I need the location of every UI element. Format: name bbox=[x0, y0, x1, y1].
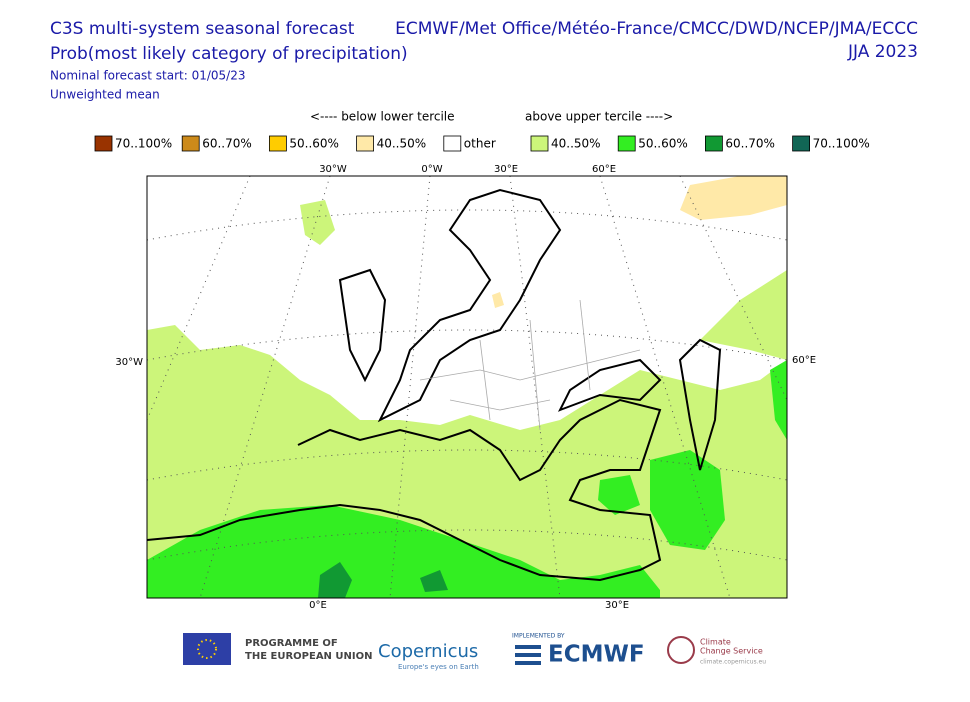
wet-area bbox=[300, 200, 335, 245]
coordinate-labels: 30°W 0°W 30°E 60°E 30°W 60°E 0°E 30°E bbox=[115, 164, 816, 611]
legend-swatch bbox=[617, 135, 636, 152]
legend-label: 40..50% bbox=[551, 137, 601, 151]
legend-label: 40..50% bbox=[377, 137, 427, 151]
legend-label: 70..100% bbox=[813, 137, 870, 151]
title: C3S multi-system seasonal forecast bbox=[50, 19, 355, 39]
legend-label: 50..60% bbox=[638, 137, 688, 151]
legend-swatch bbox=[443, 135, 462, 152]
method: Unweighted mean bbox=[50, 88, 160, 102]
legend-label: 70..100% bbox=[115, 137, 172, 151]
ecmwf-logo: ECMWF bbox=[548, 642, 645, 668]
eu-flag bbox=[183, 633, 231, 665]
map bbox=[147, 176, 787, 598]
lon-label: 30°E bbox=[494, 164, 518, 175]
legend-swatch bbox=[530, 135, 549, 152]
legend-swatch bbox=[705, 135, 723, 152]
implemented-by: IMPLEMENTED BY bbox=[512, 633, 565, 640]
dry-area bbox=[680, 176, 787, 220]
dry-area bbox=[492, 292, 504, 308]
lon-label: 30°W bbox=[319, 164, 347, 175]
legend: 70..100% 60..70% 50..60% 40..50% other 40..50… bbox=[94, 135, 870, 152]
wet-area bbox=[700, 270, 787, 360]
copernicus-tagline: Europe's eyes on Earth bbox=[398, 663, 479, 671]
lat-label: 60°E bbox=[792, 355, 816, 366]
lat-label: 30°W bbox=[115, 357, 143, 368]
legend-swatch bbox=[792, 135, 810, 152]
wet-area bbox=[147, 505, 660, 598]
above-label: above upper tercile ----> bbox=[525, 110, 673, 124]
legend-label: 50..60% bbox=[289, 137, 339, 151]
eu-text: THE EUROPEAN UNION bbox=[245, 651, 373, 662]
legend-swatch bbox=[356, 135, 375, 152]
lon-label: 30°E bbox=[605, 600, 629, 611]
lon-label: 60°E bbox=[592, 164, 616, 175]
legend-label: 60..70% bbox=[725, 137, 775, 151]
graticule bbox=[147, 176, 787, 598]
map-frame bbox=[146, 175, 788, 599]
lon-label: 0°E bbox=[309, 600, 327, 611]
c3s-text: Change Service bbox=[700, 647, 763, 656]
c3s-url: climate.copernicus.eu bbox=[700, 659, 766, 666]
season: JJA 2023 bbox=[847, 42, 918, 62]
wet-area bbox=[318, 562, 352, 598]
c3s-text: Climate bbox=[700, 638, 731, 647]
eu-stars bbox=[197, 639, 217, 659]
legend-label: other bbox=[464, 137, 496, 151]
borders bbox=[419, 299, 641, 431]
wet-area bbox=[770, 360, 787, 440]
below-label: <---- below lower tercile bbox=[310, 110, 455, 124]
lon-label: 0°W bbox=[421, 164, 442, 175]
variable-title: Prob(most likely category of precipitati… bbox=[50, 44, 408, 64]
coastline bbox=[147, 188, 722, 582]
legend-swatch bbox=[181, 135, 200, 152]
wet-area bbox=[420, 570, 448, 592]
legend-label: 60..70% bbox=[202, 137, 252, 151]
legend-swatch bbox=[94, 135, 113, 152]
eu-text: PROGRAMME OF bbox=[245, 638, 338, 649]
copernicus-logo: Copernicus bbox=[378, 641, 478, 662]
legend-swatch bbox=[268, 135, 287, 152]
wet-area bbox=[598, 475, 640, 515]
ecmwf-mark bbox=[515, 645, 541, 665]
c3s-mark bbox=[667, 636, 695, 664]
systems: ECMWF/Met Office/Météo-France/CMCC/DWD/N… bbox=[395, 19, 918, 39]
wet-area bbox=[650, 450, 725, 550]
forecast-start: Nominal forecast start: 01/05/23 bbox=[50, 69, 246, 83]
